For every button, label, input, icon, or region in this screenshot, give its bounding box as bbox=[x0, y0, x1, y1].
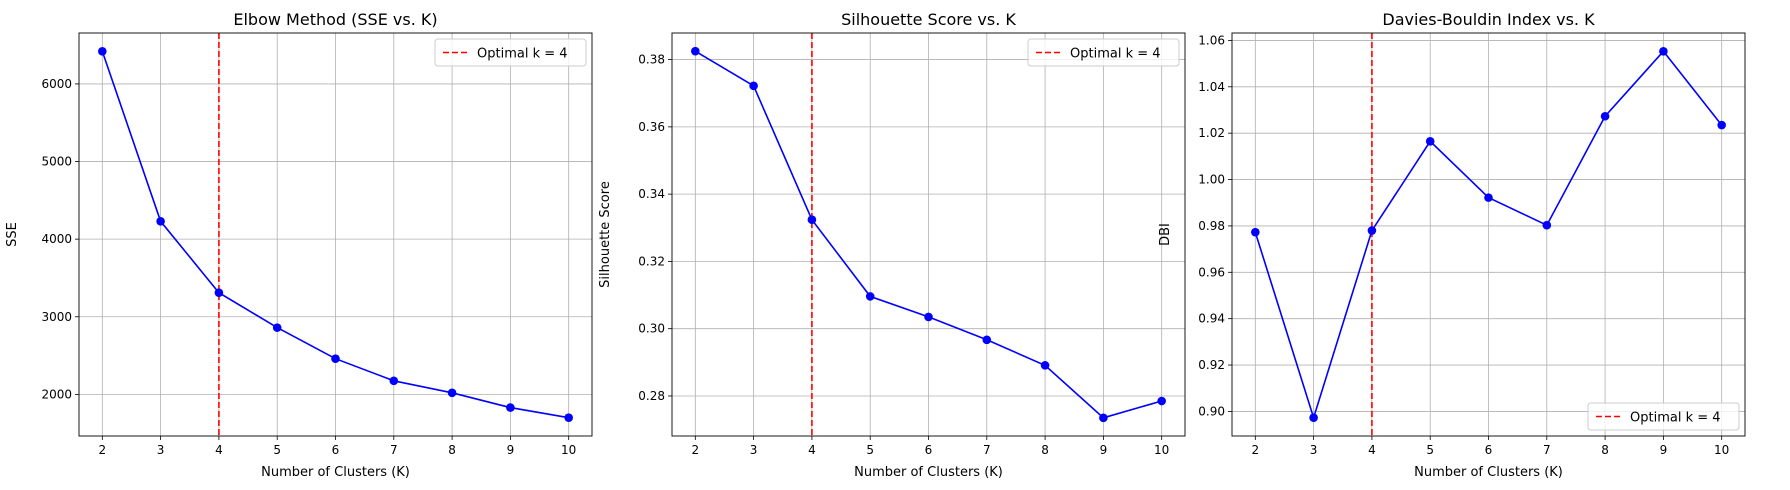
x-tick-label: 10 bbox=[561, 443, 576, 457]
x-tick-label: 8 bbox=[1041, 443, 1049, 457]
x-tick-label: 10 bbox=[1714, 443, 1729, 457]
data-point bbox=[214, 288, 224, 298]
y-tick-label: 0.38 bbox=[638, 53, 665, 67]
x-tick-label: 5 bbox=[866, 443, 874, 457]
x-axis-label: Number of Clusters (K) bbox=[261, 465, 410, 480]
x-tick-label: 2 bbox=[1251, 443, 1259, 457]
data-point bbox=[865, 292, 875, 301]
data-point bbox=[749, 81, 758, 91]
y-tick-label: 0.28 bbox=[638, 389, 665, 403]
y-tick-label: 4000 bbox=[41, 232, 72, 246]
legend-label: Optimal k = 4 bbox=[477, 47, 568, 62]
y-tick-label: 0.30 bbox=[638, 322, 665, 336]
data-point bbox=[691, 46, 700, 56]
x-tick-label: 4 bbox=[215, 443, 223, 457]
legend-box bbox=[1027, 38, 1180, 67]
x-tick-label: 2 bbox=[98, 443, 106, 457]
chart-title: Silhouette Score vs. K bbox=[841, 10, 1016, 29]
data-point bbox=[272, 323, 282, 332]
y-tick-label: 1.06 bbox=[1198, 33, 1225, 47]
x-tick-label: 6 bbox=[925, 443, 933, 457]
data-point bbox=[447, 388, 457, 398]
data-point bbox=[1542, 220, 1552, 230]
y-axis-label: DBI bbox=[1158, 223, 1173, 246]
data-point bbox=[1659, 47, 1668, 56]
y-tick-label: 1.00 bbox=[1198, 173, 1225, 187]
data-point bbox=[389, 376, 399, 386]
y-tick-label: 1.04 bbox=[1198, 80, 1225, 94]
legend-label: Optimal k = 4 bbox=[1630, 411, 1721, 426]
x-tick-label: 9 bbox=[507, 443, 515, 457]
y-tick-label: 0.36 bbox=[638, 120, 665, 134]
y-tick-label: 1.02 bbox=[1198, 126, 1225, 140]
y-tick-label: 2000 bbox=[41, 387, 72, 401]
legend-label: Optimal k = 4 bbox=[1070, 47, 1161, 62]
y-axis-label: Silhouette Score bbox=[598, 181, 613, 288]
x-tick-label: 9 bbox=[1100, 443, 1108, 457]
x-tick-label: 3 bbox=[1310, 443, 1318, 457]
chart-davies-bouldin: 2 3 4 5 6 7 8 9 10 0.90 0.92 0.94 0.96 0.98 1.00 1.02 1.… bbox=[1158, 10, 1746, 480]
data-point bbox=[1367, 226, 1377, 235]
data-point bbox=[924, 312, 933, 322]
y-tick-label: 0.32 bbox=[638, 254, 665, 268]
y-tick-label: 0.90 bbox=[1198, 404, 1225, 418]
x-tick-label: 6 bbox=[332, 443, 340, 457]
y-tick-label: 0.34 bbox=[638, 187, 665, 201]
x-tick-label: 5 bbox=[273, 443, 281, 457]
y-tick-label: 3000 bbox=[41, 310, 72, 324]
data-point bbox=[506, 403, 515, 412]
x-tick-label: 3 bbox=[157, 443, 165, 457]
chart-title: Elbow Method (SSE vs. K) bbox=[233, 10, 437, 29]
data-point bbox=[1099, 413, 1108, 423]
y-tick-label: 0.92 bbox=[1198, 358, 1225, 372]
data-point bbox=[1600, 111, 1610, 121]
x-tick-label: 8 bbox=[448, 443, 456, 457]
x-tick-label: 4 bbox=[808, 443, 816, 457]
y-tick-label: 5000 bbox=[41, 155, 72, 169]
data-point bbox=[807, 215, 817, 224]
data-point bbox=[1309, 413, 1318, 422]
x-tick-label: 8 bbox=[1601, 443, 1609, 457]
x-tick-label: 7 bbox=[390, 443, 398, 457]
chart-title: Davies-Bouldin Index vs. K bbox=[1382, 10, 1595, 29]
x-tick-label: 7 bbox=[983, 443, 991, 457]
x-tick-label: 2 bbox=[691, 443, 699, 457]
chart-elbow: 2 3 4 5 6 7 8 9 10 2000 3000 4000 5000 6000 Elbow Meth… bbox=[5, 10, 593, 480]
y-tick-label: 6000 bbox=[41, 77, 72, 91]
y-tick-label: 0.98 bbox=[1198, 219, 1225, 233]
x-tick-label: 5 bbox=[1426, 443, 1434, 457]
x-tick-label: 10 bbox=[1154, 443, 1169, 457]
data-point bbox=[1040, 361, 1050, 370]
x-tick-label: 4 bbox=[1368, 443, 1376, 457]
x-axis-label: Number of Clusters (K) bbox=[854, 465, 1003, 480]
data-point bbox=[98, 47, 107, 56]
legend-box bbox=[434, 38, 587, 67]
x-tick-label: 9 bbox=[1660, 443, 1668, 457]
x-axis-label: Number of Clusters (K) bbox=[1414, 465, 1563, 480]
data-point bbox=[156, 217, 165, 226]
data-point bbox=[331, 354, 340, 363]
y-tick-label: 0.94 bbox=[1198, 312, 1225, 326]
data-point bbox=[1717, 120, 1726, 130]
data-point bbox=[1251, 227, 1260, 237]
chart-silhouette: 2 3 4 5 6 7 8 9 10 0.28 0.30 0.32 0.34 0.36 0.38 Silhou… bbox=[598, 10, 1186, 480]
y-tick-label: 0.96 bbox=[1198, 265, 1225, 279]
x-tick-label: 3 bbox=[750, 443, 758, 457]
x-tick-label: 6 bbox=[1485, 443, 1493, 457]
data-point bbox=[1425, 136, 1435, 146]
y-axis-label: SSE bbox=[5, 222, 20, 247]
x-tick-label: 7 bbox=[1543, 443, 1551, 457]
data-point bbox=[1484, 193, 1493, 202]
data-point bbox=[982, 335, 992, 345]
data-point bbox=[1157, 396, 1166, 406]
data-point bbox=[564, 413, 573, 422]
legend-box bbox=[1587, 402, 1740, 431]
